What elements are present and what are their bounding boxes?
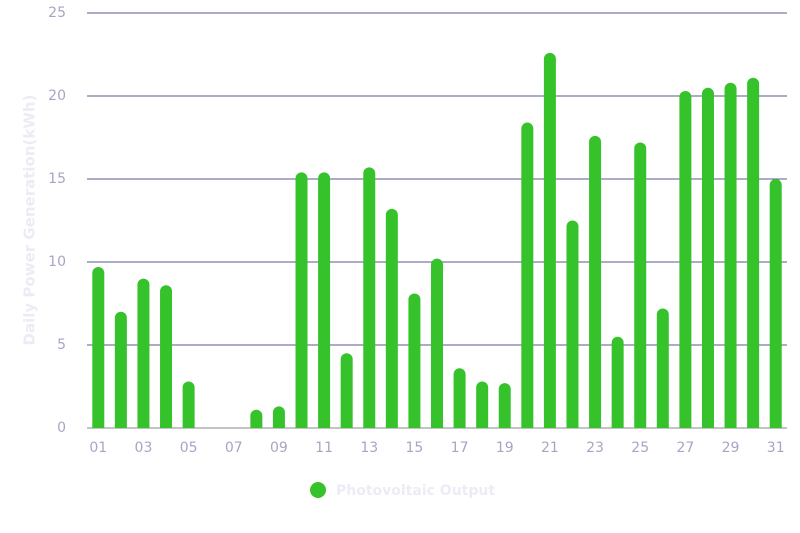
x-tick-label: 15 (406, 440, 424, 456)
bar (431, 258, 443, 428)
bar (498, 383, 511, 428)
bar (543, 52, 556, 429)
bar (656, 308, 669, 428)
x-tick-label: 29 (722, 440, 740, 456)
legend-label: Photovoltaic Output (336, 483, 495, 499)
bar (679, 91, 692, 428)
bar (589, 135, 602, 428)
bar (566, 220, 579, 428)
x-tick-label: 05 (180, 440, 198, 456)
bar (634, 142, 647, 429)
x-tick-label: 31 (767, 440, 785, 456)
bar (363, 167, 376, 428)
bar (724, 82, 737, 428)
bar (114, 311, 127, 428)
bar (611, 336, 624, 428)
y-tick-label: 20 (48, 88, 66, 104)
bar (408, 293, 421, 428)
y-tick-label: 0 (57, 420, 66, 436)
x-tick-label: 25 (631, 440, 649, 456)
bar (747, 77, 760, 429)
x-tick-label: 13 (360, 440, 378, 456)
y-tick-label: 10 (48, 254, 66, 270)
bar (476, 381, 489, 428)
bar (521, 122, 534, 428)
y-axis-label: Daily Power Generation(kWh) (21, 95, 39, 346)
x-tick-label: 23 (586, 440, 604, 456)
bar (295, 172, 308, 428)
bar (340, 353, 353, 428)
bar (272, 406, 285, 428)
bar (137, 278, 150, 428)
bar (769, 179, 782, 428)
y-tick-label: 15 (48, 171, 66, 187)
x-tick-label: 17 (451, 440, 469, 456)
x-tick-label: 01 (89, 440, 107, 456)
x-tick-label: 21 (541, 440, 559, 456)
bar (160, 285, 173, 428)
legend-marker (310, 482, 326, 498)
bar (318, 172, 331, 428)
bar (453, 368, 466, 428)
x-tick-label: 11 (315, 440, 333, 456)
bar (92, 266, 105, 428)
bar (250, 409, 263, 428)
x-tick-label: 07 (225, 440, 243, 456)
y-tick-label: 25 (48, 5, 66, 21)
x-tick-label: 19 (496, 440, 514, 456)
x-tick-label: 27 (676, 440, 694, 456)
bar (385, 208, 398, 428)
x-tick-label: 03 (135, 440, 153, 456)
x-tick-label: 09 (270, 440, 288, 456)
bar (182, 381, 195, 428)
bar (701, 87, 714, 428)
y-tick-label: 5 (57, 337, 66, 353)
